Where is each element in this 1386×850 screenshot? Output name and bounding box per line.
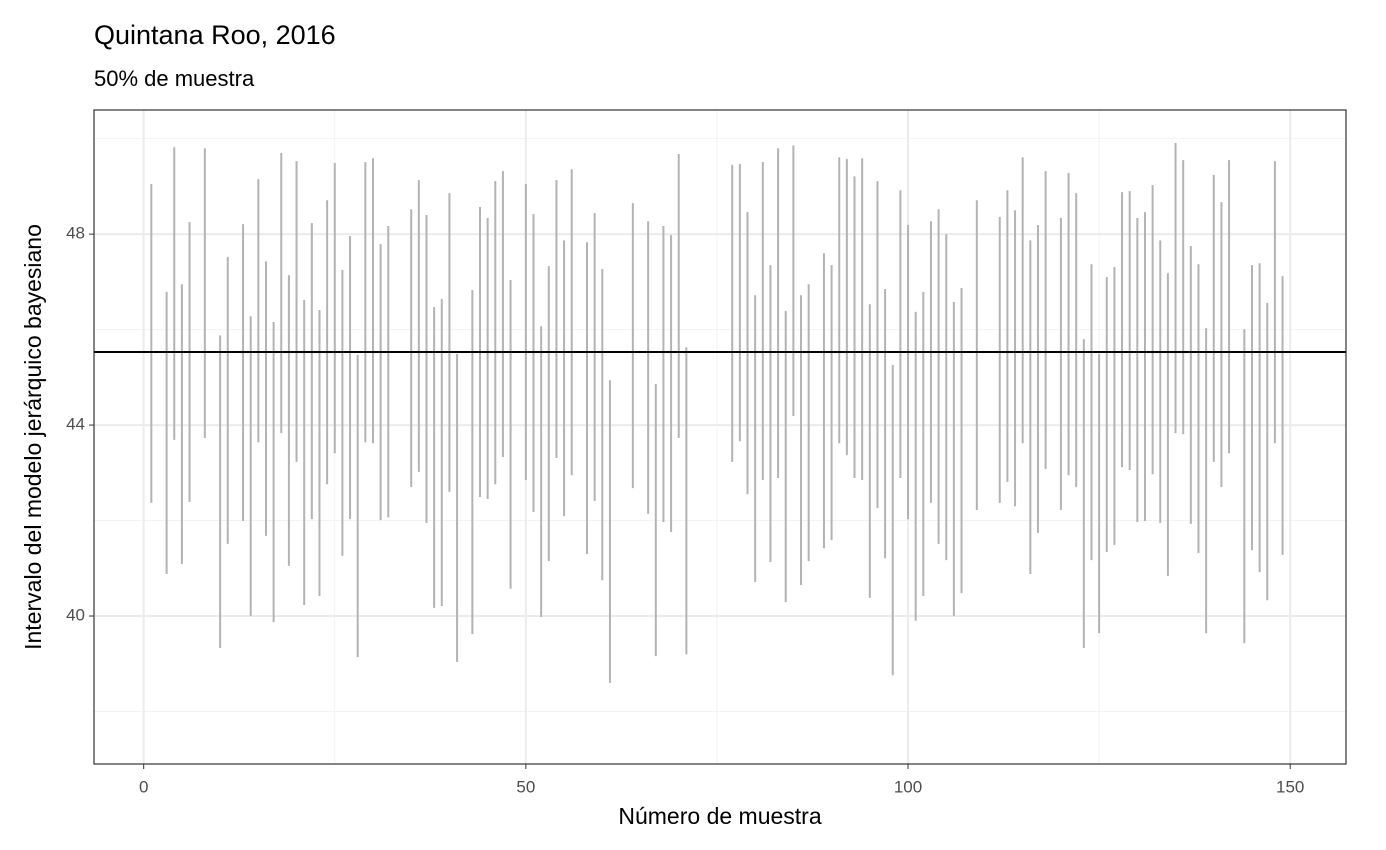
y-tick-label: 48 xyxy=(66,224,85,243)
x-tick-label: 50 xyxy=(516,777,535,796)
y-axis-title: Intervalo del modelo jerárquico bayesian… xyxy=(20,224,46,650)
plot-border xyxy=(93,109,1347,765)
y-tick-label: 44 xyxy=(66,415,85,434)
y-tick-label: 40 xyxy=(66,605,85,624)
chart-title: Quintana Roo, 2016 xyxy=(94,20,336,50)
x-tick-label: 100 xyxy=(894,777,922,796)
chart-subtitle: 50% de muestra xyxy=(94,66,255,91)
x-axis-title: Número de muestra xyxy=(618,803,821,829)
x-tick-label: 150 xyxy=(1276,777,1304,796)
x-tick-label: 0 xyxy=(139,777,148,796)
